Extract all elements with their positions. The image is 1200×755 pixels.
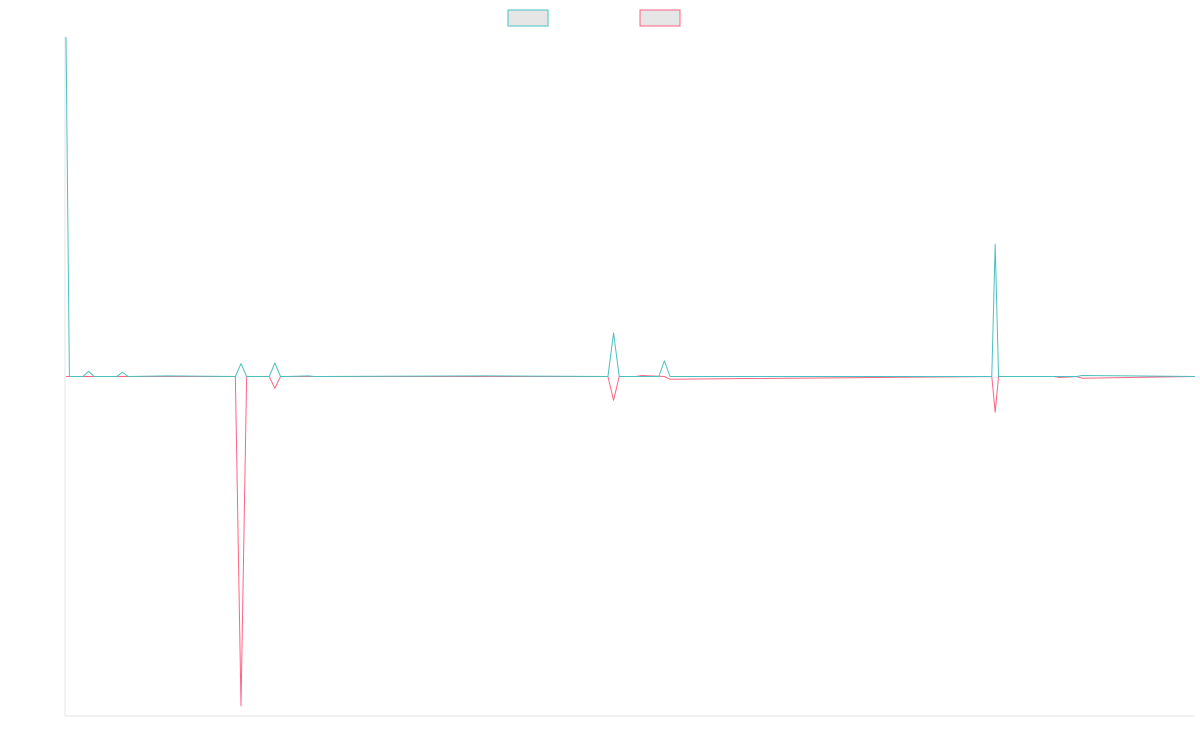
series-line-1: [65, 36, 1196, 377]
series-layer: [65, 36, 1196, 707]
axes: [64, 37, 1195, 717]
legend: [507, 9, 681, 27]
series-line-2: [66, 374, 1196, 707]
legend-swatch-2[interactable]: [639, 9, 681, 27]
legend-swatch-1[interactable]: [507, 9, 549, 27]
